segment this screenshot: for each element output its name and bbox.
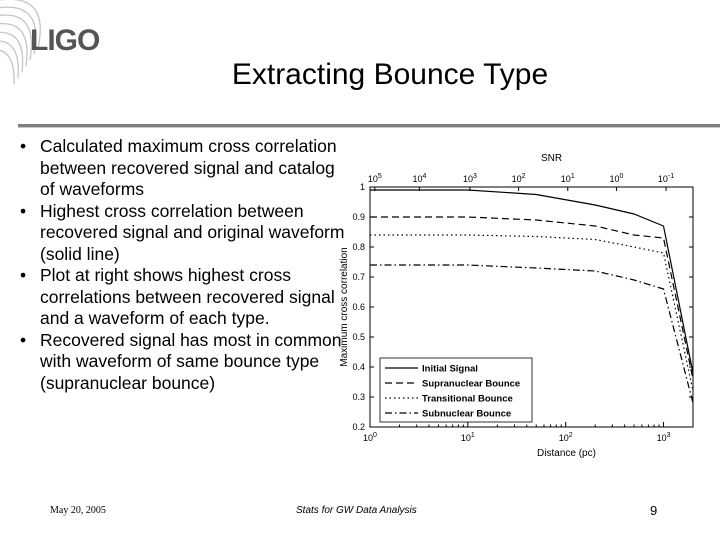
top-tick-label: 10-1 [658, 173, 674, 184]
top-tick-label: 104 [412, 173, 426, 184]
y-tick-label: 0.3 [352, 392, 365, 402]
bullet-item: • Calculated maximum cross correlation be… [18, 136, 348, 201]
bullet-text: Plot at right shows highest cross correl… [40, 265, 335, 328]
x-tick-label: 101 [461, 432, 475, 443]
title-rule [18, 124, 720, 127]
bullet-dot-icon: • [20, 329, 27, 350]
y-tick-label: 0.4 [352, 362, 365, 372]
y-tick-label: 0.9 [352, 212, 365, 222]
footer-center: Stats for GW Data Analysis [296, 505, 417, 516]
top-tick-label: 103 [463, 173, 477, 184]
series-line-initial-signal [370, 189, 694, 374]
legend-box [379, 357, 533, 423]
bullet-text: Calculated maximum cross correlation bet… [40, 136, 337, 199]
legend-label: Subnuclear Bounce [422, 409, 511, 420]
x-tick-label: 103 [657, 432, 671, 443]
page-number: 9 [650, 503, 658, 518]
x-tick-label: 100 [363, 432, 377, 443]
bullet-item: • Recovered signal has most in common wit… [18, 330, 348, 395]
y-tick-label: 0.5 [352, 332, 365, 342]
y-tick-label: 0.6 [352, 302, 365, 312]
series-line-transitional-bounce [370, 234, 694, 392]
logo-swirl-icon [0, 0, 41, 85]
bullet-text: Recovered signal has most in common with… [40, 329, 342, 393]
y-tick-label: 0.8 [352, 242, 365, 252]
cross-correlation-chart: 0.2 0.3 0.4 0.5 0.6 0.7 0.8 0.9 1 100 101 102 103 105… [339, 153, 694, 459]
y-tick-label: 0.7 [352, 272, 365, 282]
bullet-item: • Highest cross correlation between recov… [18, 201, 348, 266]
top-tick-label: 101 [561, 173, 575, 184]
footer-date: May 20, 2005 [50, 505, 106, 516]
bullet-list: • Calculated maximum cross correlation be… [18, 136, 348, 394]
title-rule-light [18, 127, 720, 128]
y-axis-label: Maximum cross correlation [339, 247, 350, 366]
top-axis-label: SNR [541, 153, 562, 164]
bullet-dot-icon: • [20, 200, 27, 221]
legend-label: Supranuclear Bounce [422, 379, 520, 390]
bullet-dot-icon: • [20, 136, 27, 156]
legend-label: Transitional Bounce [422, 394, 513, 405]
y-tick-label: 1 [360, 182, 365, 192]
y-tick-label: 0.2 [352, 422, 365, 432]
x-axis-label: Distance (pc) [537, 448, 596, 459]
bullet-dot-icon: • [20, 265, 27, 285]
slide-title: Extracting Bounce Type [231, 58, 549, 91]
legend-label: Initial Signal [422, 364, 478, 375]
x-tick-label: 102 [559, 432, 573, 443]
bullet-item: • Plot at right shows highest cross corre… [18, 265, 348, 330]
ligo-logo: LIGO [0, 0, 130, 90]
logo-text: LIGO [30, 24, 100, 57]
top-tick-label: 102 [512, 173, 526, 184]
series-line-subnuclear-bounce [370, 264, 694, 404]
top-tick-label: 105 [368, 173, 382, 184]
series-line-supranuclear-bounce [370, 216, 694, 380]
bullet-text: Highest cross correlation between recove… [40, 200, 345, 264]
top-tick-label: 100 [609, 173, 623, 184]
